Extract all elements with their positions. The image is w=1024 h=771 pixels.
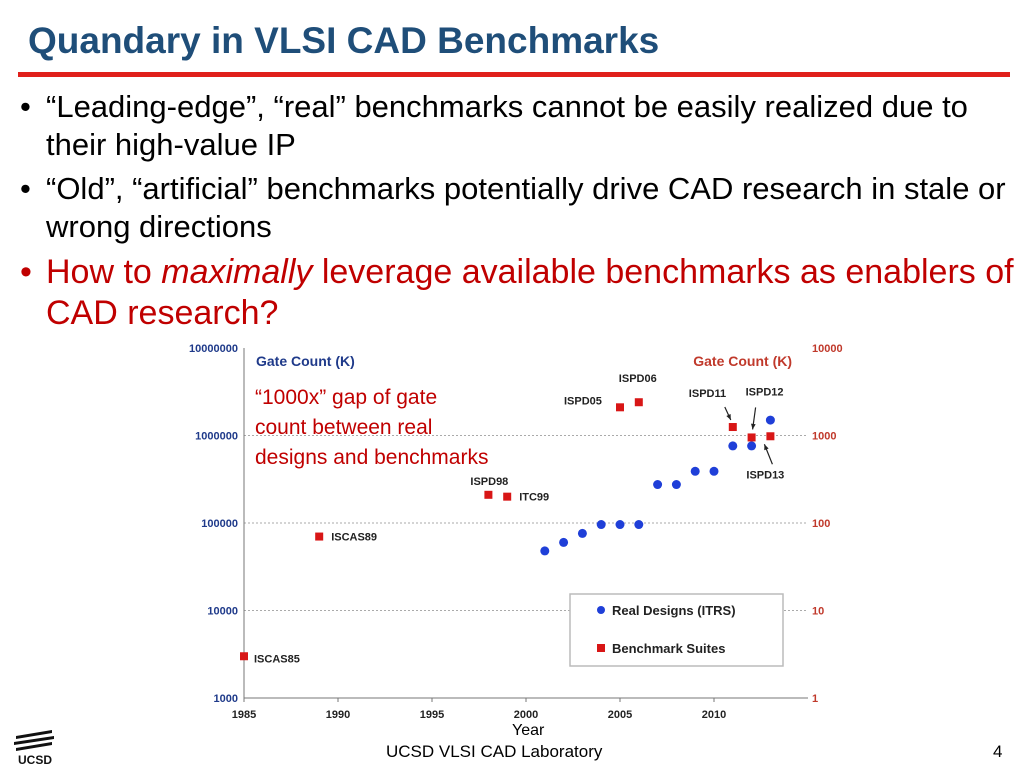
real-design-point <box>671 480 681 490</box>
annotation-arrowhead <box>751 423 756 430</box>
benchmark-label: ISPD05 <box>564 395 602 407</box>
bullet-item-highlight: • How to maximally leverage available be… <box>20 252 1024 334</box>
logo-text: UCSD <box>18 753 52 766</box>
legend-box <box>569 593 784 667</box>
bullet-item: • “Old”, “artificial” benchmarks potenti… <box>20 170 1024 246</box>
legend: Real Designs (ITRS) Benchmark Suites <box>569 593 784 667</box>
real-design-point <box>634 520 644 530</box>
benchmark-label: ITC99 <box>519 492 549 504</box>
ucsd-logo: UCSD <box>8 726 62 771</box>
real-design-point <box>690 466 700 476</box>
x-tick-label: 2010 <box>702 709 726 721</box>
right-tick-label: 100 <box>812 518 830 530</box>
real-design-point <box>559 537 569 547</box>
x-tick-label: 1995 <box>420 709 444 721</box>
benchmark-label: ISCAS85 <box>254 653 300 665</box>
legend-real-marker <box>597 606 605 614</box>
benchmark-label: ISPD11 <box>689 388 726 400</box>
right-tick-label: 10000 <box>812 343 843 355</box>
x-tick-label: 1985 <box>232 709 256 721</box>
ticks: 1000 10000 100000 1000000 10000000 1 10 100 1000… <box>189 343 843 721</box>
left-tick-label: 10000000 <box>189 343 238 355</box>
chart-svg: 1000 10000 100000 1000000 10000000 1 10 100 1000… <box>189 343 843 721</box>
x-tick-label: 2000 <box>514 709 538 721</box>
real-design-point <box>577 528 587 538</box>
benchmark-point <box>728 423 737 432</box>
slide-title: Quandary in VLSI CAD Benchmarks <box>28 20 660 61</box>
benchmark-label: ISPD12 <box>746 386 784 398</box>
data-marks: ISCAS85 ISCAS89 ISPD98 ITC99 ISPD05 ISPD06 ISP… <box>240 373 784 665</box>
legend-bench-marker <box>597 644 605 652</box>
annotation-arrowhead <box>764 444 769 451</box>
benchmark-label: ISPD98 <box>470 476 508 488</box>
footer-lab-name: UCSD VLSI CAD Laboratory <box>386 742 603 761</box>
title-divider <box>18 72 1010 77</box>
logo-mark-icon: UCSD <box>14 730 54 767</box>
bullet-text: “Leading-edge”, “real” benchmarks cannot… <box>46 89 968 162</box>
benchmark-label: ISCAS89 <box>331 532 377 544</box>
real-design-point <box>728 441 738 451</box>
page-number: 4 <box>993 742 1003 761</box>
benchmark-point <box>634 398 643 407</box>
benchmark-label: ISPD06 <box>619 373 657 385</box>
annotation-arrowhead <box>726 414 731 421</box>
x-tick-label: 2005 <box>608 709 632 721</box>
annotation-text-line: count between real <box>255 416 432 439</box>
right-tick-label: 1000 <box>812 431 836 443</box>
left-tick-label: 1000 <box>214 693 238 705</box>
gap-annotation: “1000x” gap of gate count between real des… <box>255 386 488 469</box>
right-tick-label: 1 <box>812 693 818 705</box>
legend-bench-label: Benchmark Suites <box>612 641 725 656</box>
right-tick-label: 10 <box>812 606 824 618</box>
right-axis-label: Gate Count (K) <box>693 353 792 369</box>
bullet-text-post: leverage available benchmarks as enabler… <box>46 253 1014 332</box>
x-tick-label: 1990 <box>326 709 350 721</box>
real-design-point <box>615 520 625 530</box>
real-design-point <box>747 441 757 451</box>
bullet-text-pre: How to <box>46 253 162 291</box>
benchmark-point <box>240 652 248 661</box>
left-tick-label: 1000000 <box>195 431 238 443</box>
annotation-text-line: designs and benchmarks <box>255 446 488 469</box>
benchmark-point <box>766 432 775 441</box>
gate-count-chart: 1000 10000 100000 1000000 10000000 1 10 100 1000… <box>180 338 850 728</box>
real-design-point <box>540 546 550 556</box>
real-design-point <box>709 466 719 476</box>
bullet-dot: • <box>20 89 31 124</box>
benchmark-point <box>616 403 624 412</box>
legend-real-label: Real Designs (ITRS) <box>612 603 736 618</box>
bullet-list: • “Leading-edge”, “real” benchmarks cann… <box>20 88 1024 340</box>
bullet-text: “Old”, “artificial” benchmarks potential… <box>46 171 1006 244</box>
x-axis-title: Year <box>512 722 545 739</box>
real-design-point <box>653 480 663 490</box>
bullet-emphasis: maximally <box>161 253 313 291</box>
benchmark-point <box>503 492 512 501</box>
benchmark-point <box>747 433 756 442</box>
bullet-dot: • <box>20 171 31 206</box>
left-tick-label: 10000 <box>207 606 238 618</box>
left-tick-label: 100000 <box>201 518 238 530</box>
benchmark-point <box>484 490 493 499</box>
left-axis-label: Gate Count (K) <box>256 353 355 369</box>
real-design-point <box>596 520 606 530</box>
real-design-point <box>765 415 775 425</box>
bullet-item: • “Leading-edge”, “real” benchmarks cann… <box>20 88 1024 164</box>
benchmark-label: ISPD13 <box>746 469 784 481</box>
bullet-dot: • <box>20 253 32 291</box>
benchmark-point <box>315 532 324 541</box>
annotation-text-line: “1000x” gap of gate <box>255 386 437 409</box>
